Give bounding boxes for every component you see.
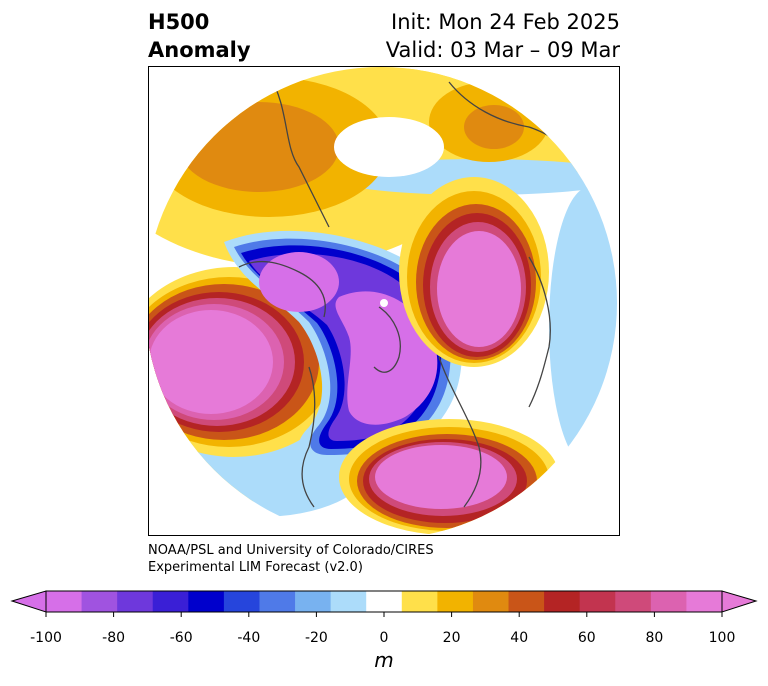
colorbar-tick-label: 60: [578, 630, 596, 646]
variable-title: H500: [148, 10, 210, 34]
coastline-east-north-america: [438, 356, 482, 508]
coastline-west-north-america: [301, 366, 316, 508]
colorbar-low-extension: [10, 590, 47, 613]
credit-line-1: NOAA/PSL and University of Colorado/CIRE…: [148, 543, 434, 558]
colorbar-cell: [117, 591, 154, 612]
colorbar-cell: [508, 591, 545, 612]
title-block-right: Init: Mon 24 Feb 2025 Valid: 03 Mar – 09…: [386, 8, 620, 64]
pacific-ridge-60: [179, 102, 339, 192]
colorbar-cell: [401, 591, 438, 612]
asia-ridge-60: [464, 105, 524, 149]
coastline-east-asia: [268, 74, 330, 228]
title-block-left: H500 Anomaly: [148, 8, 251, 64]
colorbar-cell: [437, 591, 474, 612]
colorbar-cell: [650, 591, 687, 612]
coastline-siberia: [238, 260, 326, 318]
scandinavia-ridge-core: [437, 231, 521, 347]
colorbar-tick-label: -60: [170, 630, 193, 646]
colorbar-tick-label: 100: [709, 630, 736, 646]
colorbar-tick-label: 20: [443, 630, 461, 646]
colorbar-tick-label: 80: [645, 630, 663, 646]
coastline-greenland: [373, 306, 401, 373]
anomaly-map: [149, 67, 617, 535]
colorbar-cell: [686, 591, 723, 612]
colorbar-tick-label: 40: [510, 630, 528, 646]
colorbar-ticks: -100 -80 -60 -40 -20 0 20 40 60 80 100: [30, 612, 735, 646]
anomaly-field: [149, 67, 617, 535]
valid-dates: Valid: 03 Mar – 09 Mar: [385, 38, 620, 62]
colorbar-cell: [46, 591, 83, 612]
init-date: Init: Mon 24 Feb 2025: [391, 10, 620, 34]
siberia-trough-core: [259, 252, 339, 312]
colorbar-tick-label: -40: [237, 630, 260, 646]
colorbar-tick-label: -100: [30, 630, 62, 646]
colorbar-cell: [223, 591, 260, 612]
colorbar-cell: [188, 591, 225, 612]
map-panel: [148, 66, 620, 536]
coastline-europe: [528, 256, 551, 408]
colorbar-cell: [544, 591, 581, 612]
colorbar-cell: [472, 591, 510, 612]
credit-line-2: Experimental LIM Forecast (v2.0): [148, 560, 363, 575]
colorbar-cell: [81, 591, 118, 612]
colorbar-tick-label: -20: [305, 630, 328, 646]
pole-neutral-zone: [334, 117, 444, 177]
product-title: Anomaly: [148, 38, 251, 62]
colorbar-cell: [615, 591, 652, 612]
colorbar-cell: [330, 591, 367, 612]
colorbar-cell: [295, 591, 332, 612]
colorbar-tick-label: 0: [380, 630, 389, 646]
npac-trough-core: [149, 310, 273, 414]
credit-text: NOAA/PSL and University of Colorado/CIRE…: [148, 542, 434, 576]
colorbar-cell: [579, 591, 616, 612]
colorbar: -100 -80 -60 -40 -20 0 20 40 60 80 100: [10, 590, 758, 646]
colorbar-cell: [366, 591, 403, 612]
colorbar-cells: [46, 591, 723, 612]
colorbar-units: m: [374, 648, 394, 672]
colorbar-high-extension: [721, 590, 758, 613]
north-pole-marker: [380, 299, 388, 307]
atlantic-ridge-core: [375, 445, 507, 509]
colorbar-tick-label: -80: [102, 630, 125, 646]
colorbar-cell: [259, 591, 296, 612]
colorbar-cell: [152, 591, 189, 612]
